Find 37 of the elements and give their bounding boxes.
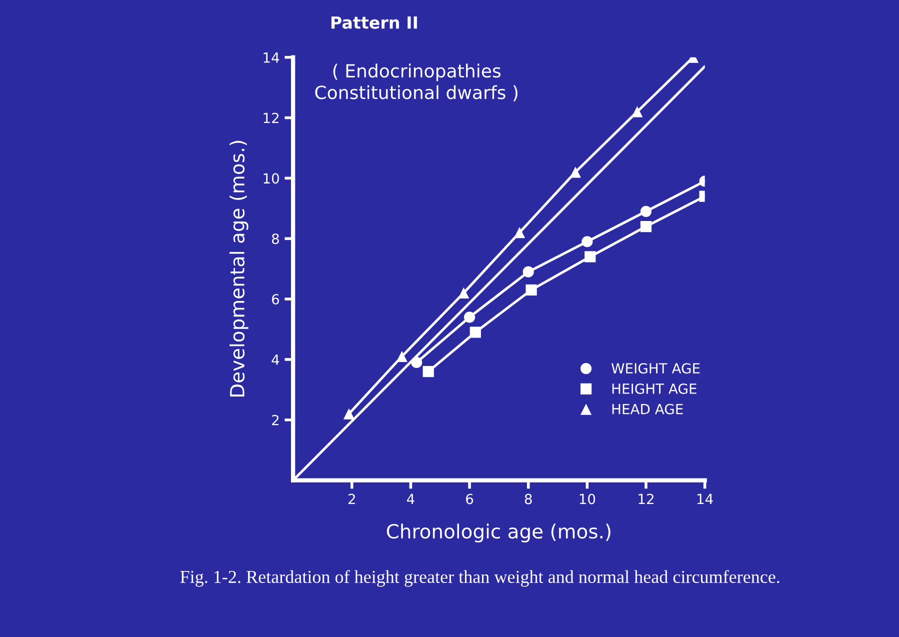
y-tick-label: 8 bbox=[272, 234, 279, 244]
x-tick-label: 10 bbox=[580, 494, 596, 504]
y-tick-label: 4 bbox=[272, 354, 280, 365]
x-tick-label: 6 bbox=[466, 494, 474, 504]
caption: Fig. 1-2. Retardation of height greater than weight and normal head circumference. bbox=[180, 570, 780, 587]
x-tick-label: 12 bbox=[638, 494, 654, 504]
point bbox=[514, 227, 526, 238]
point bbox=[640, 220, 652, 232]
x-tick-label: 2 bbox=[348, 494, 355, 504]
point bbox=[458, 287, 470, 299]
x-tick-label: 8 bbox=[524, 494, 532, 504]
x-tick-label: 14 bbox=[698, 494, 713, 504]
legend-label: WEIGHT AGE bbox=[612, 363, 700, 374]
y-tick-label: 10 bbox=[264, 173, 279, 184]
point bbox=[422, 366, 434, 378]
point bbox=[522, 266, 534, 278]
point bbox=[470, 326, 481, 338]
legend-label: HEIGHT AGE bbox=[612, 383, 696, 394]
x-axis-title: Chronologic age (mos.) bbox=[386, 524, 610, 542]
y-tick-label: 12 bbox=[264, 112, 278, 124]
point bbox=[632, 106, 643, 118]
point bbox=[584, 251, 596, 262]
point bbox=[582, 236, 593, 248]
point bbox=[640, 206, 652, 217]
point bbox=[343, 408, 355, 420]
chart-title: Pattern II bbox=[331, 16, 417, 29]
x-tick-label: 4 bbox=[406, 494, 414, 504]
y-tick-label: 6 bbox=[272, 294, 280, 304]
y-tick-label: 2 bbox=[272, 414, 278, 426]
y-tick-label: 14 bbox=[264, 52, 280, 63]
point bbox=[526, 284, 537, 296]
point bbox=[396, 350, 408, 362]
y-axis-title: Developmental age (mos.) bbox=[230, 140, 248, 396]
legend-label: HEAD AGE bbox=[612, 404, 683, 414]
point bbox=[464, 312, 476, 323]
text: ( Endocrinopathies Constitutional dwarfs ) bbox=[315, 64, 518, 102]
point bbox=[570, 166, 581, 178]
